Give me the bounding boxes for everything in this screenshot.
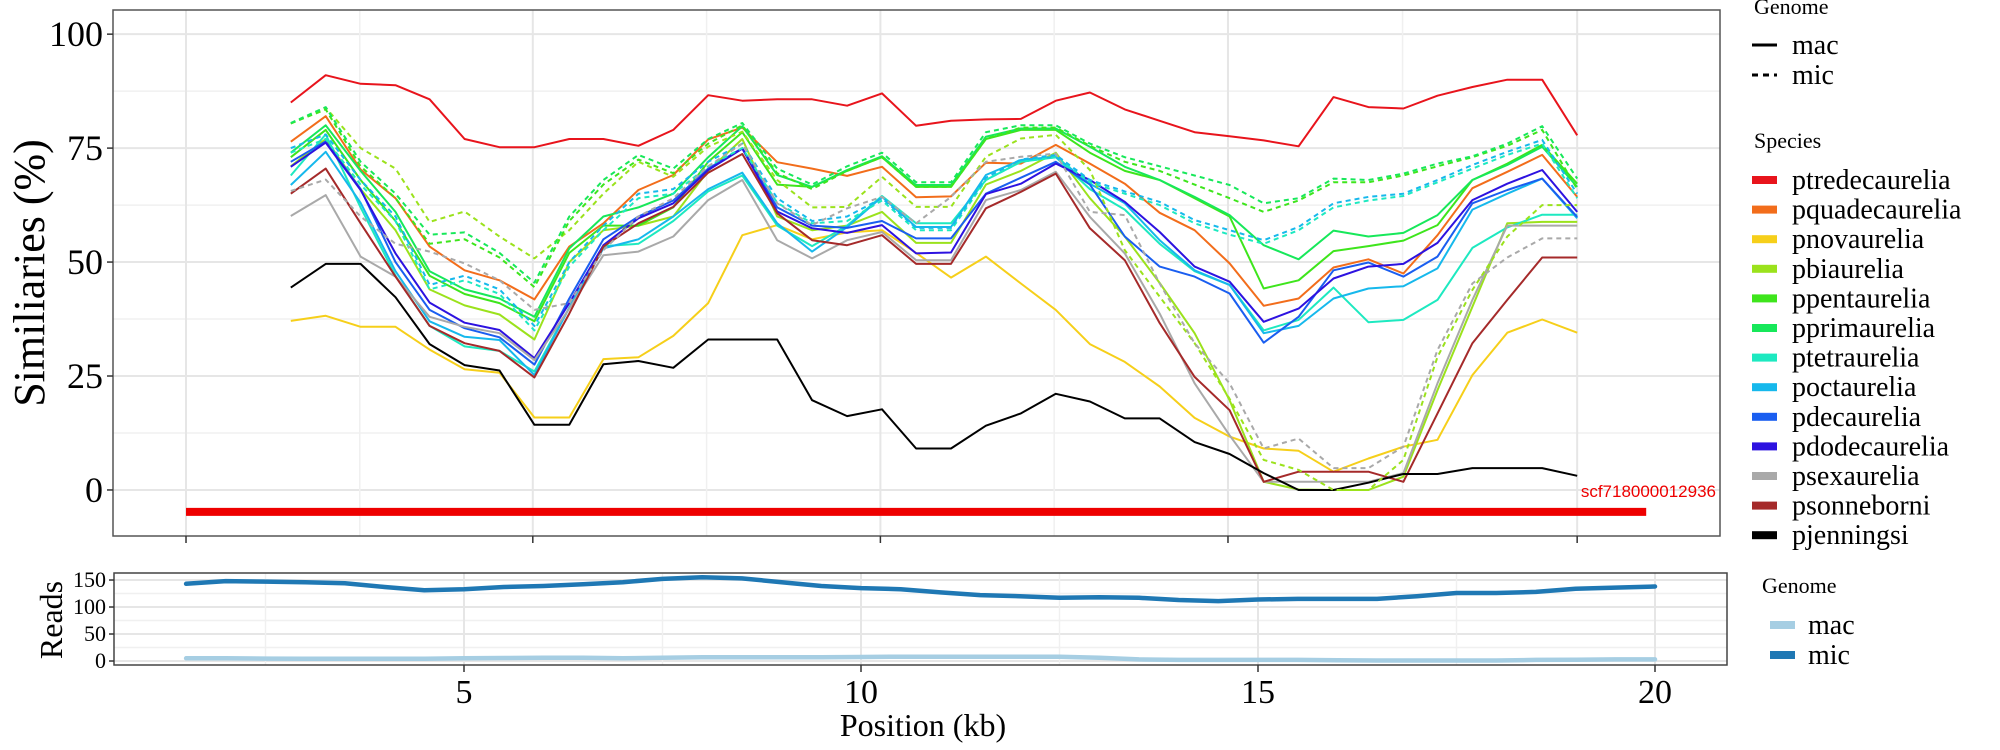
species-key-ptredecaurelia <box>1752 176 1777 184</box>
similarity-y-tick-label: 25 <box>67 356 103 396</box>
species-legend-label: pprimaurelia <box>1792 313 1936 344</box>
similarity-series <box>290 74 1579 491</box>
species-key-pnovaurelia <box>1752 235 1777 244</box>
reads-series <box>183 575 1658 663</box>
similarity-plot-area <box>113 10 1720 536</box>
species-key-pbiaurelia <box>1752 264 1777 273</box>
series-line-poctaurelia-mac <box>290 150 1578 377</box>
similarity-panel-border <box>112 9 1721 537</box>
species-legend-label: ptredecaurelia <box>1792 165 1951 196</box>
series-line-pjenningsi-mac <box>290 262 1578 491</box>
species-key-pdodecaurelia <box>1752 442 1777 451</box>
series-line-pprimaurelia-mic <box>290 106 1579 284</box>
similarity-y-tick-label: 100 <box>49 14 103 54</box>
series-line-pbiaurelia-mic <box>290 106 1578 491</box>
series-line-ptetraurelia-mic <box>290 138 1579 332</box>
species-legend-label: pdecaurelia <box>1792 402 1922 433</box>
reads-x-axis: 5 10 15 20 <box>456 665 1672 711</box>
similarity-x-axis <box>185 536 1578 543</box>
series-line-psonneborni-mac <box>290 153 1578 483</box>
reads-y-tick-label: 100 <box>73 594 106 619</box>
contig-label: scf718000012936 <box>1581 482 1716 501</box>
series-line-psexaurelia-mic <box>290 142 1578 470</box>
species-legend-label: poctaurelia <box>1792 372 1917 403</box>
series-line-pdodecaurelia-mac <box>290 141 1578 360</box>
x-tick-label: 5 <box>456 674 473 711</box>
similarity-y-tick-label: 50 <box>67 242 103 282</box>
reads-legend-title: Genome <box>1762 573 1837 598</box>
species-key-pquadecaurelia <box>1752 205 1777 214</box>
reads-plot-area <box>114 573 1727 665</box>
species-key-poctaurelia <box>1752 383 1777 392</box>
species-key-pdecaurelia <box>1752 412 1777 421</box>
species-key-psonneborni <box>1752 501 1777 510</box>
species-legend-label: psexaurelia <box>1792 461 1920 492</box>
series-line-pprimaurelia-mac <box>290 124 1578 318</box>
species-legend-label: pbiaurelia <box>1792 254 1905 285</box>
species-key-ptetraurelia <box>1752 353 1777 362</box>
x-axis-title: Position (kb) <box>840 707 1006 743</box>
species-key-pjenningsi <box>1752 531 1777 540</box>
reads-y-axis-title: Reads <box>33 581 69 659</box>
similarity-y-axis: 0 25 50 75 100 <box>49 14 113 510</box>
reads-y-tick-label: 150 <box>73 567 106 592</box>
similarity-y-axis-title: Similiaries (%) <box>5 139 54 407</box>
species-legend-label: ptetraurelia <box>1792 343 1920 374</box>
similarity-panel: scf718000012936 0 25 50 75 100 Similiaries (… <box>5 9 1721 543</box>
species-key-ppentaurelia <box>1752 294 1777 303</box>
series-line-psexaurelia-mac <box>290 170 1578 483</box>
species-key-pprimaurelia <box>1752 324 1777 332</box>
contig-track: scf718000012936 <box>186 482 1716 516</box>
species-legend-title: Species <box>1754 128 1821 153</box>
genome-legend-label: mic <box>1792 60 1834 91</box>
series-line-pbiaurelia-mac <box>290 138 1578 491</box>
x-tick-label: 15 <box>1241 674 1275 711</box>
species-legend-label: psonneborni <box>1792 491 1931 522</box>
similarity-y-tick-label: 0 <box>85 470 103 510</box>
reads-y-tick-label: 50 <box>84 621 106 646</box>
species-key-psexaurelia <box>1752 472 1777 480</box>
reads-y-tick-label: 0 <box>95 648 106 673</box>
reads-line-mic <box>183 575 1658 604</box>
reads-line-mac <box>183 654 1658 663</box>
series-line-ptredecaurelia-mac <box>290 74 1579 149</box>
series-line-ppentaurelia-mic <box>290 108 1579 289</box>
x-tick-label: 20 <box>1638 674 1672 711</box>
reads-panel-border <box>113 572 1728 666</box>
species-legend-label: ppentaurelia <box>1792 283 1931 314</box>
species-legend-label: pquadecaurelia <box>1792 195 1962 226</box>
series-line-pquadecaurelia-mac <box>290 115 1578 307</box>
reads-key-mic <box>1770 651 1795 659</box>
reads-legend-label: mic <box>1808 640 1850 671</box>
reads-key-mac <box>1770 621 1795 629</box>
series-line-pdecaurelia-mac <box>290 140 1578 366</box>
species-legend-entries: ptredecaureliapquadecaureliapnovaureliap… <box>1752 165 1962 551</box>
genome-legend-label: mac <box>1792 30 1839 61</box>
x-tick-label: 10 <box>844 674 878 711</box>
similarity-y-tick-label: 75 <box>67 128 103 168</box>
reads-legend-label: mac <box>1808 610 1855 641</box>
species-legend-label: pdodecaurelia <box>1792 431 1950 462</box>
species-legend-label: pnovaurelia <box>1792 224 1925 255</box>
species-legend-label: pjenningsi <box>1792 520 1909 551</box>
genome-legend-title: Genome <box>1754 0 1829 19</box>
